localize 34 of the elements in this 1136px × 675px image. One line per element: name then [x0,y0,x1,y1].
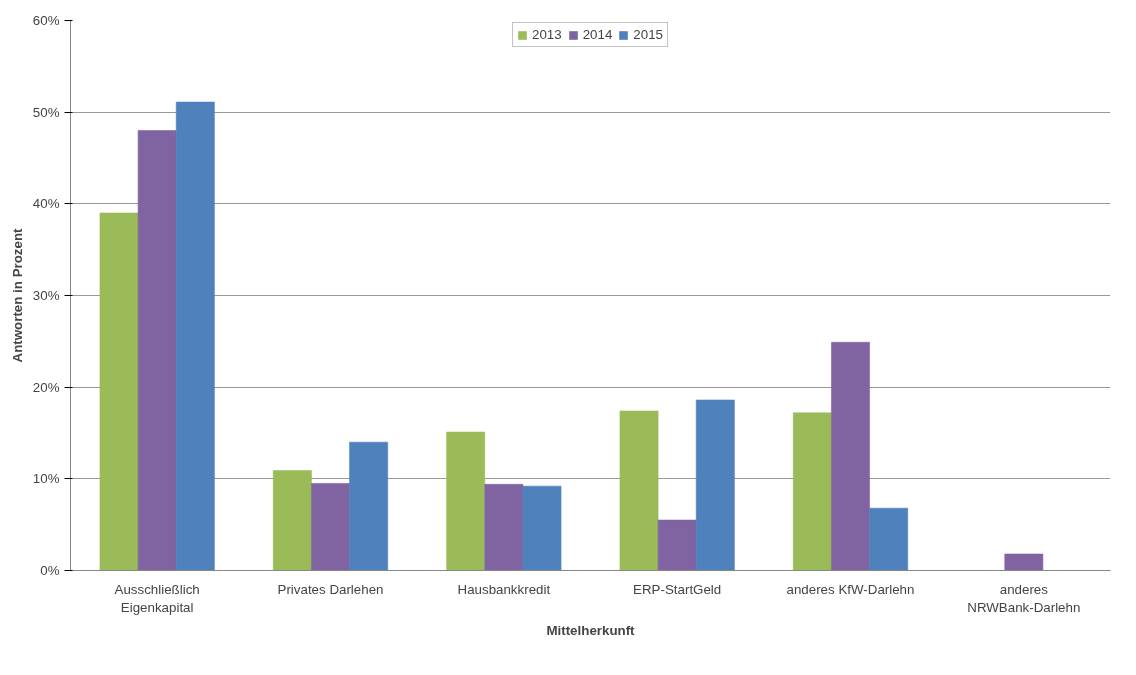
bar [1004,553,1044,571]
bar [695,399,735,571]
bar [99,212,139,571]
y-tick-label: 20% [32,379,60,395]
bar [522,485,562,571]
y-tick-label: 60% [32,13,60,28]
x-axis-title: Mittelherkunft [546,622,636,638]
y-tick-label: 50% [32,104,60,120]
bar [657,519,697,571]
bar [619,410,659,571]
x-tick-label: anderes NRWBank-Darlehn [967,581,1081,615]
bar [830,341,871,571]
y-tick-label: 30% [32,288,60,303]
bar [272,470,312,571]
bar [484,483,524,571]
legend-label: 2014 [582,27,613,42]
legend-label: 2013 [532,27,562,42]
y-tick-label: 40% [32,196,60,212]
y-axis-title: Antworten in Prozent [9,227,25,363]
x-tick-label: anderes KfW-Darlehn [786,581,915,597]
bar [869,507,909,571]
x-tick-label: Ausschließlich Eigenkapital [114,581,200,615]
bar [175,101,215,571]
bar [310,482,351,571]
bar [137,130,177,571]
y-tick-label: 10% [32,471,60,487]
bar [349,441,389,571]
bar [792,412,832,571]
x-tick-label: Hausbankkredit [457,581,551,597]
y-tick-label: 0% [40,563,60,578]
x-tick-label: ERP-StartGeld [633,581,722,597]
x-tick-label: Privates Darlehen [277,581,384,597]
bar [446,431,486,571]
legend-label: 2015 [633,27,663,42]
